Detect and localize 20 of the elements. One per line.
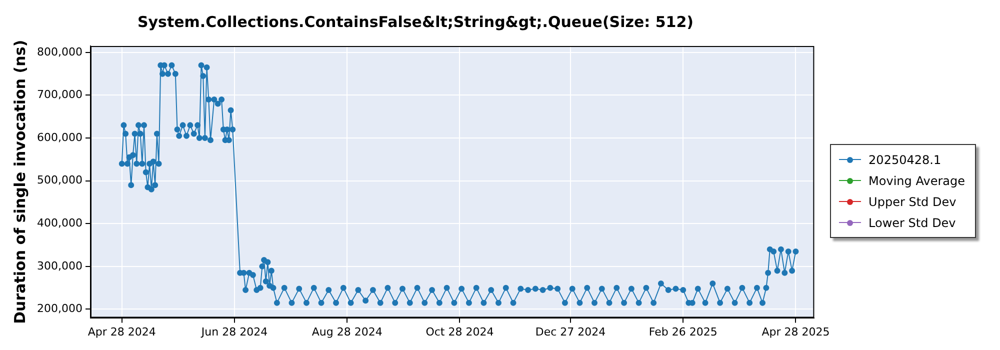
- y-tick-label: 700,000: [36, 88, 82, 102]
- x-tick-label: Jun 28 2024: [200, 325, 268, 338]
- y-tick-label: 500,000: [36, 174, 82, 187]
- x-tick-label: Apr 28 2025: [762, 325, 830, 338]
- x-tick-label: Apr 28 2024: [88, 325, 156, 338]
- y-tick-label: 200,000: [36, 302, 82, 316]
- y-tick-label: 400,000: [36, 216, 82, 230]
- x-tick-label: Feb 26 2025: [648, 325, 718, 338]
- y-tick-label: 800,000: [36, 45, 82, 58]
- x-tick-label: Aug 28 2024: [312, 325, 382, 338]
- legend-label: Lower Std Dev: [868, 216, 956, 230]
- legend-label: Upper Std Dev: [868, 194, 956, 208]
- y-axis-title: Duration of single invocation (ns): [10, 40, 29, 324]
- x-tick-label: Dec 27 2024: [535, 325, 606, 338]
- legend-label: 20250428.1: [868, 152, 942, 166]
- y-tick-label: 300,000: [36, 259, 82, 272]
- y-tick-label: 600,000: [36, 130, 82, 144]
- x-tick-label: Oct 28 2024: [426, 325, 494, 338]
- legend-label: Moving Average: [868, 174, 965, 188]
- chart-title: System.Collections.ContainsFalse&lt;String&gt;.Queue(Size: 512): [137, 12, 694, 31]
